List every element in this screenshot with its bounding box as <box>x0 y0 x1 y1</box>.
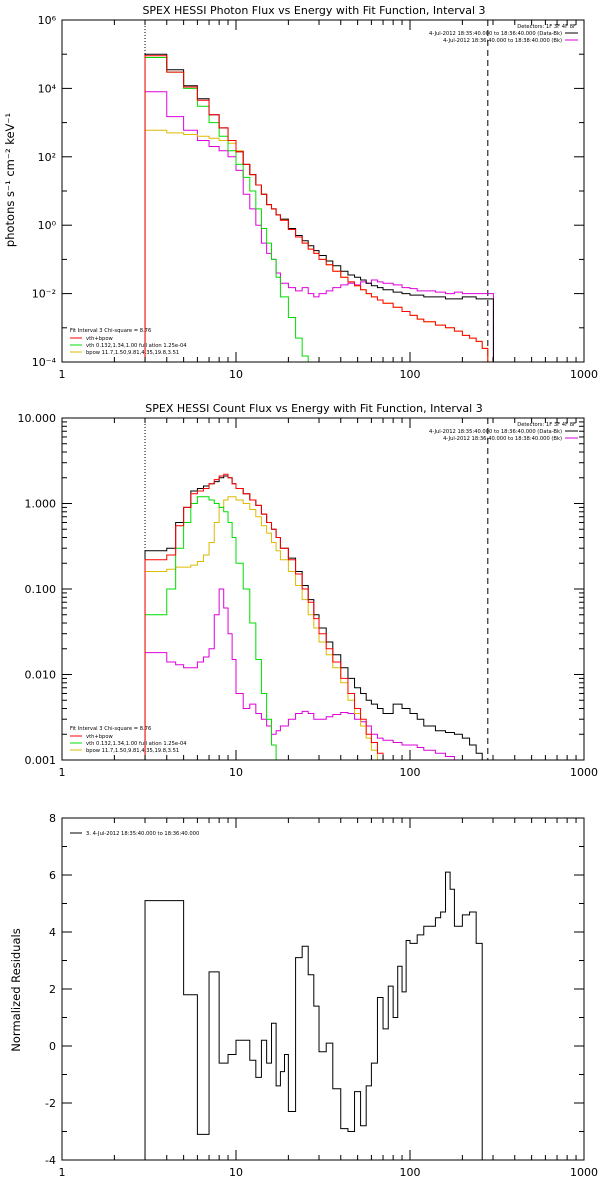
count-flux-legend-vth: vth 0.132,1.34,1.00 full ation 1.25e-04 <box>86 741 187 747</box>
residuals-ytick-label: 6 <box>49 869 56 882</box>
photon-flux-ytick-label: 10⁻² <box>32 288 56 301</box>
photon-flux-ytick-label: 10⁴ <box>38 82 57 95</box>
photon-flux-series-bpow <box>144 129 494 362</box>
photon-flux-legend-head: Fit Interval 3 Chi-square = 8.76 <box>70 328 151 334</box>
photon-flux-panel: SPEX HESSI Photon Flux vs Energy with Fi… <box>3 4 598 381</box>
residuals-legend: 3. 4-Jul-2012 18:35:40.000 to 18:36:40.0… <box>86 831 199 837</box>
count-flux-legend-bpow: bpow 11.7,1.50,9.81,4.35,19.8,3.51 <box>86 748 179 754</box>
count-flux-detectors: Detectors: 1F 3F 4F 8F <box>517 422 576 428</box>
photon-flux-series-vth <box>144 57 314 362</box>
photon-flux-axes: 1 10 100 1000 10⁻⁴ 10⁻² 10⁰ 10² 10⁴ 10⁶ <box>32 14 598 381</box>
residuals-marks <box>144 871 494 1160</box>
residuals-ytick-label: 2 <box>49 983 56 996</box>
count-flux-ytick-label: 0.001 <box>25 754 57 767</box>
count-flux-xtick-label: 100 <box>400 766 421 779</box>
residuals-ylabel: Normalized Residuals <box>9 928 23 1051</box>
count-flux-series-sum <box>144 473 403 760</box>
residuals-xtick-label: 10 <box>229 1166 243 1179</box>
residuals-ytick-label: 8 <box>49 812 56 825</box>
count-flux-xtick-label: 1000 <box>570 766 598 779</box>
photon-flux-frame <box>61 19 585 363</box>
count-flux-series-bpow <box>144 496 384 760</box>
photon-flux-xtick-label: 1000 <box>570 368 598 381</box>
count-flux-frame <box>61 417 585 761</box>
residuals-xtick-label: 100 <box>400 1166 421 1179</box>
residuals-axes: 1 10 100 1000 -4 -2 0 2 4 6 8 <box>45 812 598 1179</box>
count-flux-series-vth <box>144 496 281 760</box>
residuals-ytick-label: 4 <box>49 926 56 939</box>
count-flux-ytick-label: 1.000 <box>25 498 57 511</box>
photon-flux-detectors: Detectors: 1F 3F 4F 8F <box>517 24 576 30</box>
count-flux-axes: 1 10 100 1000 0.001 0.010 0.100 1.000 10.000 <box>18 412 599 779</box>
photon-flux-legend-vth: vth 0.132,1.34,1.00 full ation 1.25e-04 <box>86 343 187 349</box>
count-flux-xtick-label: 10 <box>229 766 243 779</box>
photon-flux-legend-bpow: bpow 11.7,1.50,9.81,4.35,19.8,3.51 <box>86 350 179 356</box>
photon-flux-ytick-label: 10² <box>38 151 56 164</box>
photon-flux-title: SPEX HESSI Photon Flux vs Energy with Fi… <box>142 4 485 17</box>
count-flux-time-bk: 4-Jul-2012 18:36:40.000 to 18:38:40.000 … <box>443 436 562 442</box>
count-flux-marks <box>144 418 494 760</box>
residuals-ytick-label: 0 <box>49 1040 56 1053</box>
photon-flux-xtick-label: 1 <box>59 368 66 381</box>
count-flux-series-total <box>144 475 494 760</box>
photon-flux-series-sum <box>144 55 494 362</box>
photon-flux-series-bk <box>144 91 494 362</box>
count-flux-title: SPEX HESSI Count Flux vs Energy with Fit… <box>145 402 482 415</box>
photon-flux-ytick-label: 10⁰ <box>38 219 57 232</box>
photon-flux-xtick-label: 100 <box>400 368 421 381</box>
residuals-series-resid <box>144 871 494 1160</box>
residuals-ytick-label: -4 <box>45 1154 56 1167</box>
count-flux-panel: SPEX HESSI Count Flux vs Energy with Fit… <box>18 402 599 779</box>
count-flux-time-data: 4-Jul-2012 18:35:40.000 to 18:36:40.000 … <box>429 429 562 435</box>
residuals-panel: Normalized Residuals 1 10 100 1000 -4 -2 0 2 4 6 8… <box>9 812 598 1179</box>
photon-flux-ytick-label: 10⁶ <box>38 14 57 27</box>
residuals-frame <box>61 817 585 1161</box>
photon-flux-marks <box>144 20 494 362</box>
photon-flux-ytick-label: 10⁻⁴ <box>32 356 57 369</box>
residuals-xtick-label: 1000 <box>570 1166 598 1179</box>
count-flux-ytick-label: 10.000 <box>18 412 57 425</box>
photon-flux-time-data: 4-Jul-2012 18:35:40.000 to 18:36:40.000 … <box>429 31 562 37</box>
photon-flux-time-bk: 4-Jul-2012 18:36:40.000 to 18:38:40.000 … <box>443 38 562 44</box>
photon-flux-ylabel: photons s⁻¹ cm⁻² keV⁻¹ <box>3 113 17 247</box>
count-flux-ytick-label: 0.010 <box>25 669 57 682</box>
photon-flux-xtick-label: 10 <box>229 368 243 381</box>
count-flux-legend-head: Fit Interval 3 Chi-square = 8.76 <box>70 726 151 732</box>
photon-flux-legend-sum: vth+bpow <box>86 336 113 342</box>
residuals-xtick-label: 1 <box>59 1166 66 1179</box>
residuals-ytick-label: -2 <box>45 1097 56 1110</box>
count-flux-legend-sum: vth+bpow <box>86 734 113 740</box>
count-flux-xtick-label: 1 <box>59 766 66 779</box>
count-flux-series-bk <box>144 588 463 760</box>
count-flux-ytick-label: 0.100 <box>25 583 57 596</box>
